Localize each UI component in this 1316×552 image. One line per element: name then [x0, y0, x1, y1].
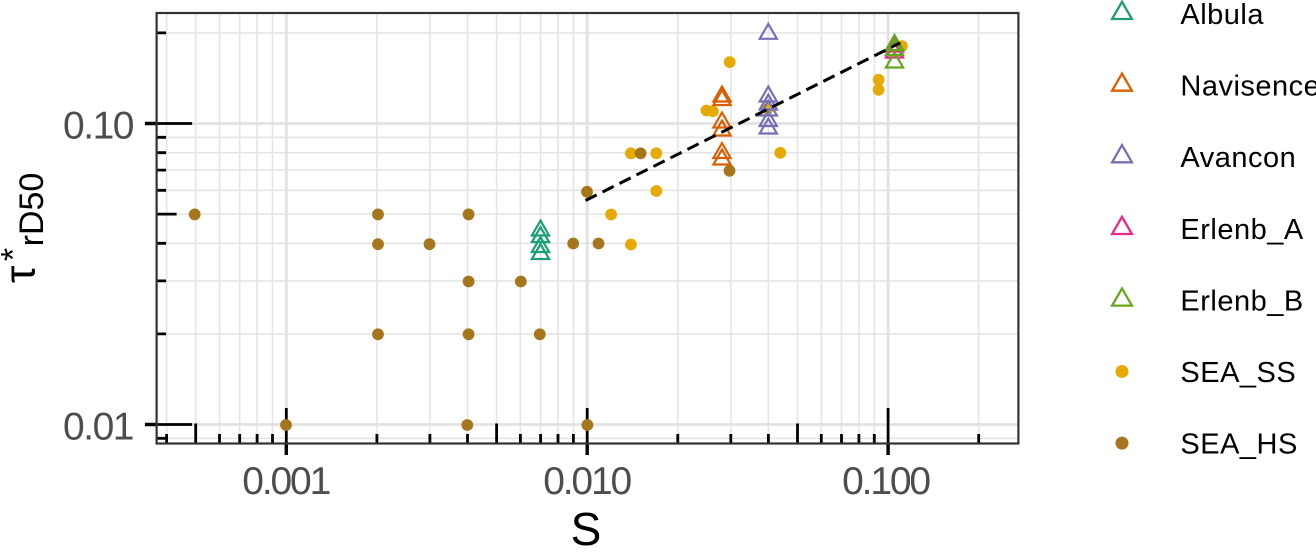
svg-text:SEA_SS: SEA_SS [1180, 357, 1296, 389]
svg-text:SEA_HS: SEA_HS [1180, 429, 1297, 461]
svg-text:0.10: 0.10 [63, 105, 135, 148]
svg-text:S: S [571, 503, 602, 547]
svg-text:0.01: 0.01 [63, 406, 135, 449]
svg-text:Erlenb_B: Erlenb_B [1180, 285, 1303, 317]
svg-text:Albula: Albula [1180, 0, 1264, 31]
svg-text:Navisence: Navisence [1180, 71, 1316, 103]
svg-text:0.001: 0.001 [242, 460, 331, 503]
svg-text:0.010: 0.010 [543, 460, 632, 503]
svg-text:0.100: 0.100 [842, 460, 931, 503]
svg-text:Erlenb_A: Erlenb_A [1180, 214, 1303, 246]
svg-text:Avancon: Avancon [1180, 142, 1296, 174]
svg-text:τ*rD50: τ*rD50 [0, 173, 51, 283]
